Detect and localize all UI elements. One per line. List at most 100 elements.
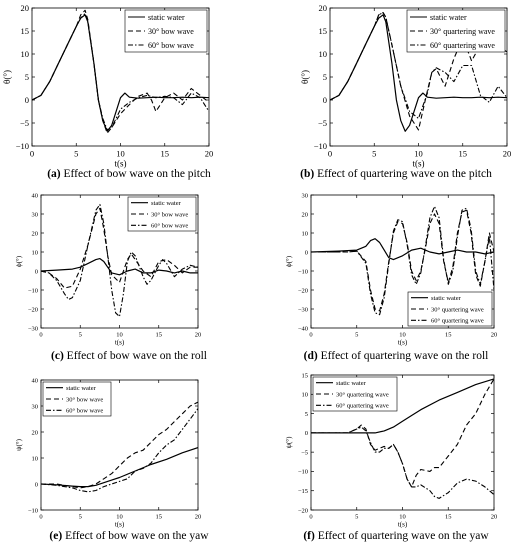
x-tick-label: 0	[39, 332, 42, 339]
y-tick-label: 0	[323, 95, 327, 105]
x-tick-label: 5	[79, 514, 82, 521]
y-tick-label: 20	[32, 230, 39, 237]
y-tick-label: 0	[305, 430, 308, 437]
y-axis-label: θ(°)	[2, 70, 12, 84]
y-tick-label: 15	[319, 26, 328, 36]
legend-label-0: static water	[336, 380, 367, 387]
series-line-2	[311, 426, 494, 499]
x-tick-label: 0	[328, 149, 332, 159]
chart-2: 0 5 10 15 20 −30 −20 −10 0 10 20 30 40 t(s) ϕ(°) static…	[15, 192, 201, 346]
legend: static water 30° quartering wave 60° quart…	[312, 376, 398, 412]
x-tick-label: 0	[309, 332, 312, 339]
series-line-2	[41, 408, 198, 493]
series-line-1	[311, 209, 494, 312]
legend-label-2: 60° quartering wave	[431, 318, 484, 325]
x-axis-label: t(s)	[398, 339, 408, 347]
x-tick-label: 0	[39, 514, 42, 521]
x-axis-label: t(s)	[115, 339, 125, 347]
x-tick-label: 10	[116, 514, 123, 521]
legend-label-0: static water	[430, 13, 467, 22]
y-tick-label: −10	[298, 469, 308, 476]
series-line-1	[41, 207, 198, 289]
x-tick-label: 20	[503, 149, 512, 159]
legend: static water 30° bow wave 60° bow wave	[42, 381, 112, 417]
y-tick-label: 10	[32, 455, 39, 462]
x-tick-label: 5	[372, 149, 376, 159]
x-tick-label: 20	[491, 332, 498, 339]
x-axis-label: t(s)	[115, 521, 125, 529]
y-tick-label: 10	[302, 392, 309, 399]
x-tick-label: 20	[205, 149, 214, 159]
series-line-0	[311, 378, 494, 434]
y-tick-label: 15	[21, 26, 30, 36]
y-tick-label: −10	[298, 268, 308, 275]
y-tick-label: −10	[28, 507, 38, 514]
y-axis-label: ϕ(°)	[15, 255, 23, 267]
legend-label-1: 30° bow wave	[148, 27, 194, 36]
y-tick-label: 10	[21, 49, 30, 59]
y-tick-label: 10	[302, 230, 309, 237]
legend-label-0: static water	[431, 295, 462, 302]
legend: static water 30° bow wave 60° bow wave	[127, 196, 197, 232]
y-tick-label: 5	[25, 72, 29, 82]
y-tick-label: −20	[28, 306, 38, 313]
y-tick-label: 10	[319, 49, 328, 59]
x-tick-label: 15	[161, 149, 170, 159]
legend-label-1: 30° quartering wave	[430, 27, 495, 36]
y-tick-label: −15	[298, 488, 308, 495]
legend: static water 30° quartering wave 60° quart…	[406, 9, 506, 53]
y-tick-label: 20	[319, 3, 328, 13]
x-tick-label: 10	[414, 149, 423, 159]
x-tick-label: 5	[74, 149, 78, 159]
x-tick-label: 5	[355, 514, 358, 521]
x-tick-label: 0	[30, 149, 34, 159]
legend-label-1: 30° bow wave	[66, 396, 103, 403]
y-tick-label: 30	[302, 192, 309, 199]
x-tick-label: 10	[399, 514, 406, 521]
series-line-2	[32, 12, 209, 131]
caption-e: (e) Effect of bow wave on the yaw	[49, 530, 209, 542]
y-tick-label: 40	[32, 192, 39, 199]
x-tick-label: 20	[491, 514, 498, 521]
caption-f: (f) Effect of quartering wave on the yaw	[303, 530, 489, 542]
y-tick-label: −5	[318, 118, 327, 128]
legend-label-1: 30° quartering wave	[336, 391, 389, 398]
y-tick-label: 20	[21, 3, 30, 13]
y-tick-label: 10	[32, 249, 39, 256]
x-tick-label: 10	[116, 332, 123, 339]
series-line-1	[330, 12, 507, 131]
y-tick-label: 0	[25, 95, 29, 105]
x-tick-label: 15	[445, 332, 452, 339]
series-line-2	[41, 203, 198, 318]
y-tick-label: 30	[32, 211, 39, 218]
y-axis-label: θ(°)	[300, 70, 310, 84]
y-tick-label: 5	[323, 72, 327, 82]
chart-1: 0 5 10 15 20 −10 −5 0 5 10 15 20 t(s) θ(°) static wate…	[300, 3, 511, 169]
legend-label-0: static water	[66, 385, 97, 392]
legend-label-2: 60° bow wave	[151, 223, 188, 230]
legend-label-1: 30° quartering wave	[431, 306, 484, 313]
chart-3: 0 5 10 15 20 −40 −30 −20 −10 0 10 20 30 t(s) ϕ(°) stati…	[285, 192, 497, 346]
y-tick-label: 0	[305, 249, 308, 256]
y-tick-label: 0	[35, 481, 38, 488]
x-tick-label: 5	[355, 332, 358, 339]
legend: static water 30° quartering wave 60° quart…	[407, 291, 493, 327]
x-axis-label: t(s)	[398, 521, 408, 529]
y-tick-label: 15	[302, 372, 309, 379]
x-tick-label: 20	[195, 514, 202, 521]
caption-c: (c) Effect of bow wave on the roll	[51, 350, 207, 362]
x-tick-label: 15	[156, 332, 163, 339]
y-tick-label: 30	[32, 403, 39, 410]
legend-label-2: 60° quartering wave	[430, 41, 495, 50]
y-tick-label: 40	[32, 377, 39, 384]
x-tick-label: 10	[116, 149, 125, 159]
caption-b: (b) Effect of quartering wave on the pit…	[300, 168, 492, 180]
x-axis-label: t(s)	[413, 159, 425, 169]
series-line-0	[41, 447, 198, 488]
y-tick-label: 0	[35, 268, 38, 275]
y-tick-label: −40	[298, 325, 308, 332]
y-axis-label: ψ(°)	[285, 436, 293, 449]
y-tick-label: −10	[16, 141, 29, 151]
series-line-2	[311, 205, 494, 316]
series-line-0	[41, 258, 198, 276]
